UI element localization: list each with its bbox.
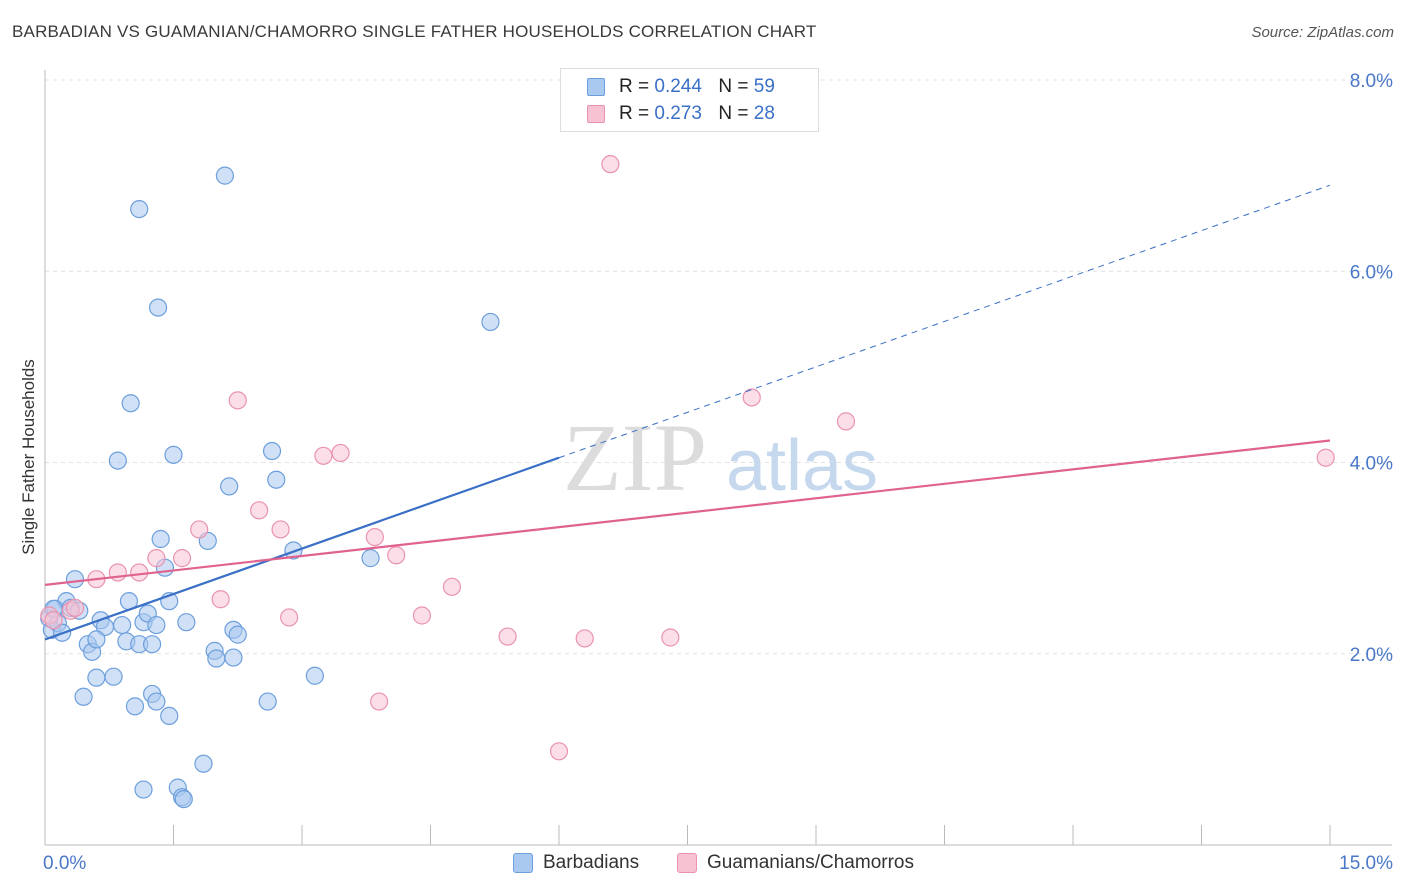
legend-r-label: R = (619, 103, 650, 124)
point-guamanians (228, 391, 247, 410)
point-guamanians (190, 520, 209, 539)
x-tick-label: 0.0% (43, 853, 86, 874)
legend-r-label: R = (619, 76, 650, 97)
point-barbadians (125, 697, 145, 716)
point-barbadians (74, 687, 93, 706)
point-barbadians (147, 692, 166, 711)
y-tick-label: 6.0% (1350, 262, 1393, 283)
point-guamanians (271, 520, 290, 539)
point-barbadians (305, 666, 324, 685)
y-tick-label: 4.0% (1350, 454, 1393, 475)
point-barbadians (481, 312, 500, 332)
point-barbadians (121, 394, 140, 413)
axes (44, 70, 1392, 846)
point-barbadians (258, 692, 277, 711)
point-guamanians (549, 742, 569, 761)
point-barbadians (87, 630, 106, 649)
point-guamanians (370, 692, 389, 711)
source-label: Source: ZipAtlas.com (1251, 24, 1394, 41)
point-barbadians (142, 635, 162, 654)
legend-n-value: 28 (753, 103, 775, 124)
point-guamanians (442, 577, 462, 596)
point-guamanians (412, 606, 432, 625)
legend-r-value: 0.273 (654, 103, 702, 124)
point-guamanians (172, 549, 192, 568)
point-barbadians (207, 649, 226, 668)
point-barbadians (112, 615, 132, 635)
watermark-zip: ZIP (563, 404, 707, 511)
point-barbadians (148, 298, 168, 317)
trend-line-barbadians-extension (558, 184, 1331, 459)
point-barbadians (134, 780, 153, 799)
legend-swatch-pink (587, 105, 605, 123)
tick-labels: 2.0% 4.0% 6.0% 8.0% 0.0% 15.0% (43, 71, 1393, 874)
y-tick-label: 8.0% (1350, 71, 1393, 92)
trend-line-barbadians (44, 456, 560, 641)
legend-n-value: 59 (753, 76, 775, 97)
point-barbadians (220, 477, 239, 496)
legend-label-barbadians: Barbadians (543, 852, 640, 873)
point-guamanians (742, 388, 761, 407)
point-guamanians (387, 546, 406, 565)
trend-lines (44, 184, 1331, 641)
point-barbadians (160, 706, 179, 726)
legend-row-guamanians: R = 0.273 N = 28 (587, 102, 775, 126)
point-barbadians (177, 613, 196, 632)
correlation-legend: R = 0.244 N = 59 R = 0.273 N = 28 (560, 68, 819, 132)
point-guamanians (575, 629, 594, 648)
chart-title: BARBADIAN VS GUAMANIAN/CHAMORRO SINGLE F… (12, 22, 817, 41)
point-guamanians (331, 443, 350, 463)
point-guamanians (211, 590, 230, 609)
point-barbadians (147, 615, 166, 635)
point-guamanians (365, 527, 384, 547)
point-guamanians (498, 627, 517, 646)
point-barbadians (151, 529, 170, 549)
point-guamanians (1316, 448, 1335, 467)
legend-n-label: N = (718, 76, 749, 97)
point-guamanians (314, 446, 333, 465)
point-barbadians (194, 754, 213, 773)
point-guamanians (601, 155, 620, 174)
legend-r-value: 0.244 (654, 76, 702, 97)
legend-row-barbadians: R = 0.244 N = 59 (587, 75, 775, 99)
x-tick-label: 15.0% (1339, 853, 1393, 874)
grid-lines (45, 79, 1392, 655)
point-guamanians (44, 611, 63, 630)
point-barbadians (224, 648, 243, 667)
point-guamanians (147, 549, 166, 568)
point-barbadians (164, 445, 183, 464)
legend-swatch-guamanians (677, 853, 697, 873)
legend-swatch-barbadians (513, 853, 533, 873)
legend-item-barbadians: Barbadians (513, 852, 639, 874)
series-legend: Barbadians Guamanians/Chamorros (0, 852, 1406, 878)
trend-line-guamanians (44, 439, 1331, 586)
point-barbadians (267, 470, 286, 489)
point-barbadians (215, 166, 234, 185)
point-guamanians (661, 628, 680, 647)
point-guamanians (65, 598, 85, 617)
point-guamanians (130, 563, 149, 582)
y-axis-label: Single Father Households (19, 359, 38, 555)
data-points (40, 155, 1335, 809)
point-barbadians (65, 570, 85, 589)
legend-label-guamanians: Guamanians/Chamorros (707, 852, 914, 873)
legend-n-label: N = (718, 103, 749, 124)
point-guamanians (250, 501, 269, 520)
point-barbadians (87, 668, 106, 687)
point-barbadians (262, 441, 282, 461)
point-barbadians (108, 451, 127, 470)
point-barbadians (174, 789, 193, 809)
point-guamanians (280, 608, 299, 627)
point-barbadians (104, 667, 123, 686)
point-barbadians (130, 199, 149, 219)
y-tick-label: 2.0% (1350, 645, 1393, 666)
watermark-atlas: atlas (726, 426, 878, 506)
point-barbadians (361, 549, 380, 568)
legend-swatch-blue (587, 78, 605, 96)
point-guamanians (836, 412, 856, 431)
point-barbadians (228, 625, 247, 644)
legend-item-guamanians: Guamanians/Chamorros (677, 852, 914, 874)
